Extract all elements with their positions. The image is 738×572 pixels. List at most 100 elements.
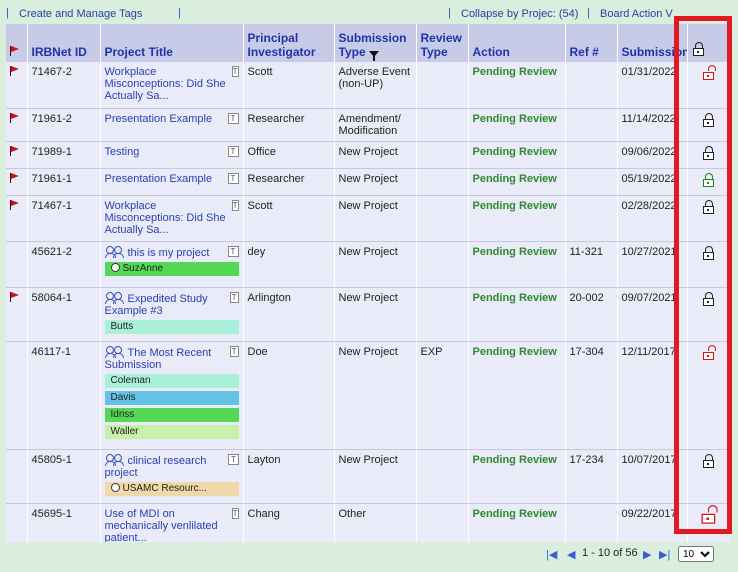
team-icon (104, 291, 125, 304)
lock-icon[interactable] (702, 172, 716, 187)
lock-cell (687, 241, 731, 288)
action-cell[interactable]: Pending Review (468, 241, 566, 288)
ref-cell (565, 503, 618, 542)
tag[interactable]: Idriss (104, 407, 239, 422)
page-size-select[interactable]: 10 (678, 546, 714, 562)
lock-icon[interactable] (702, 145, 716, 160)
project-title-link[interactable]: Presentation Example (104, 112, 213, 125)
toolbar: | Create and Manage Tags | | Collapse by… (0, 0, 738, 24)
tag[interactable]: Coleman (104, 373, 239, 388)
table-row[interactable]: 45695-1 Use of MDI on mechanically venlil… (6, 503, 731, 542)
column-header-submission-type[interactable]: Submission Type (334, 24, 417, 62)
project-title-link[interactable]: Use of MDI on mechanically venlilated pa… (104, 507, 218, 543)
text-icon[interactable]: T (227, 172, 239, 184)
action-cell[interactable]: Pending Review (468, 287, 566, 342)
text-icon[interactable]: T (227, 112, 239, 124)
project-title-link[interactable]: Testing (104, 145, 140, 158)
action-cell[interactable]: Pending Review (468, 449, 566, 504)
action-cell[interactable]: Pending Review (468, 141, 566, 169)
action-cell[interactable]: Pending Review (468, 168, 566, 196)
text-icon[interactable]: T (231, 199, 239, 211)
irbnet-id-cell: 45621-2 (27, 241, 101, 288)
tag[interactable]: Waller (104, 424, 239, 439)
table-row[interactable]: 45621-2 this is my project T SuzAnne dey New … (6, 241, 731, 288)
lock-icon[interactable] (702, 199, 716, 214)
text-icon[interactable]: T (227, 245, 239, 257)
ref-cell: 20-002 (565, 287, 618, 342)
text-icon[interactable]: T (229, 291, 239, 303)
lock-icon[interactable] (702, 291, 716, 306)
collapse-by-project-link[interactable]: Collapse by Projec: (54) (461, 8, 579, 20)
lock-icon[interactable] (702, 245, 716, 260)
circle-icon (110, 262, 120, 272)
text-icon[interactable]: T (227, 145, 239, 157)
project-title-link[interactable]: clinical research project (104, 454, 207, 479)
tag-label: SuzAnne (122, 262, 164, 274)
table-row[interactable]: 71989-1 Testing T Office New Project Pending … (6, 141, 731, 169)
action-cell[interactable]: Pending Review (468, 195, 566, 242)
lock-icon[interactable] (702, 344, 716, 360)
action-cell[interactable]: Pending Review (468, 503, 566, 542)
project-title-cell: Workplace Misconceptions: Did She Actual… (100, 195, 244, 242)
project-title-link[interactable]: Workplace Misconceptions: Did She Actual… (104, 66, 226, 102)
table-row[interactable]: 45805-1 clinical research project T USAMC R… (6, 449, 731, 504)
tag-label: Davis (110, 391, 136, 403)
column-header-principal-investigator[interactable]: Principal Investigator (243, 24, 335, 62)
review-type-cell (416, 62, 469, 109)
circle-icon (110, 482, 120, 492)
column-header-review-type[interactable]: Review Type (416, 24, 469, 62)
board-action-link[interactable]: Board Action V (600, 8, 673, 20)
project-title-link[interactable]: Workplace Misconceptions: Did She Actual… (104, 199, 226, 236)
create-manage-tags-link[interactable]: Create and Manage Tags (19, 8, 143, 20)
project-title-cell: Testing T (100, 141, 244, 169)
first-page-icon[interactable]: |◀ (546, 549, 558, 561)
flag-icon[interactable] (10, 145, 19, 156)
text-icon[interactable]: T (231, 507, 239, 519)
next-page-icon[interactable]: ▶ (643, 549, 652, 561)
tag[interactable]: USAMC Resourc... (104, 481, 239, 496)
table-row[interactable]: 71961-1 Presentation Example T Researcher Ne… (6, 168, 731, 196)
text-icon[interactable]: T (229, 345, 239, 357)
tag[interactable]: SuzAnne (104, 261, 239, 276)
tag[interactable]: Davis (104, 390, 239, 405)
tag-label: Coleman (110, 374, 151, 386)
tag[interactable]: Butts (104, 319, 239, 334)
column-header-ref[interactable]: Ref # (565, 24, 618, 62)
project-title-link[interactable]: Presentation Example (104, 172, 213, 185)
text-icon[interactable]: T (231, 66, 239, 77)
submission-type-cell: New Project (334, 287, 417, 342)
separator: | (6, 7, 9, 19)
table-row[interactable]: 46117-1 The Most Recent Submission T Colema… (6, 341, 731, 450)
project-title-link[interactable]: Expedited Study Example #3 (104, 292, 208, 317)
column-header-irbnet-id[interactable]: IRBNet ID (27, 24, 101, 62)
lock-icon[interactable] (702, 112, 716, 127)
flag-icon[interactable] (10, 291, 19, 302)
action-cell[interactable]: Pending Review (468, 341, 566, 450)
action-cell[interactable]: Pending Review (468, 62, 566, 109)
submission-type-cell: New Project (334, 195, 417, 242)
lock-icon[interactable] (702, 453, 716, 468)
flag-icon[interactable] (10, 112, 19, 123)
ref-cell (565, 141, 618, 169)
project-title-link[interactable]: this is my project (127, 246, 210, 259)
filter-icon[interactable] (368, 51, 379, 61)
column-header-action[interactable]: Action (468, 24, 566, 62)
prev-page-icon[interactable]: ◀ (567, 549, 576, 561)
flag-icon[interactable] (10, 172, 19, 183)
table-row[interactable]: 58064-1 Expedited Study Example #3 T Butts A… (6, 287, 731, 342)
column-header-project-title[interactable]: Project Title (100, 24, 244, 62)
tag-label: Butts (110, 320, 134, 332)
project-title-link[interactable]: The Most Recent Submission (104, 346, 212, 371)
table-row[interactable]: 71961-2 Presentation Example T Researcher Am… (6, 108, 731, 142)
table-row[interactable]: 71467-2 Workplace Misconceptions: Did She… (6, 62, 731, 109)
table-row[interactable]: 71467-1 Workplace Misconceptions: Did She… (6, 195, 731, 242)
text-icon[interactable]: T (228, 453, 239, 465)
flag-icon[interactable] (10, 199, 19, 210)
flag-icon[interactable] (10, 66, 19, 76)
last-page-icon[interactable]: ▶| (659, 549, 671, 561)
lock-icon[interactable] (702, 65, 716, 80)
submission-type-cell: New Project (334, 168, 417, 196)
flag-cell (6, 141, 28, 169)
action-cell[interactable]: Pending Review (468, 108, 566, 142)
lock-icon[interactable] (700, 504, 718, 524)
